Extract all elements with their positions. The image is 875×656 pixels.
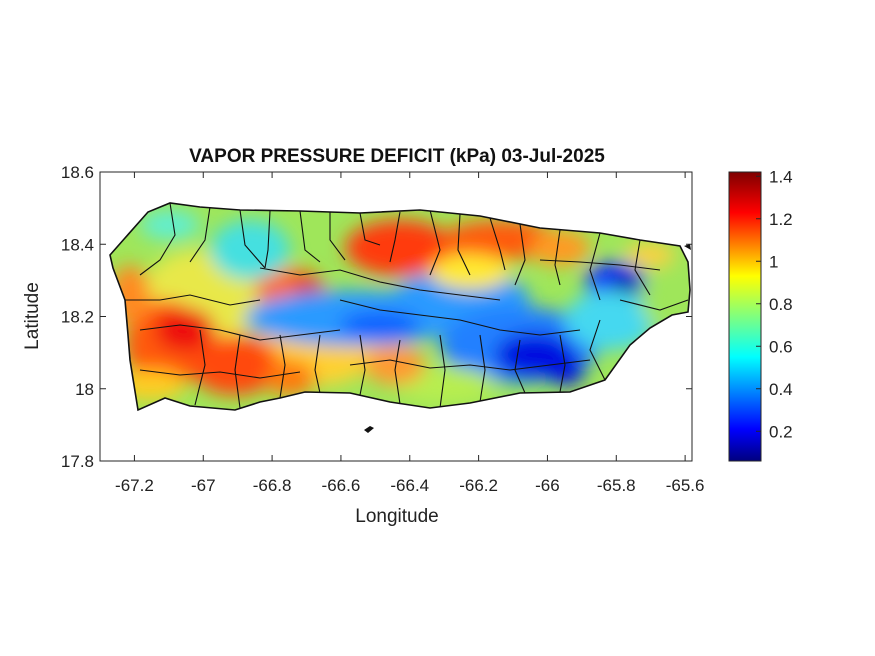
colorbar-tick-label: 1 bbox=[769, 252, 778, 271]
x-tick-label: -65.8 bbox=[597, 476, 636, 495]
colorbar-tick-label: 0.6 bbox=[769, 337, 793, 356]
colorbar-tick-label: 0.2 bbox=[769, 422, 793, 441]
island-caja-de-muertos bbox=[364, 426, 374, 433]
colorbar-tick-label: 1.2 bbox=[769, 210, 793, 229]
y-tick-label: 18 bbox=[75, 380, 94, 399]
y-tick-label: 18.4 bbox=[61, 235, 94, 254]
x-tick-label: -65.6 bbox=[666, 476, 705, 495]
y-axis: 18.6 18.4 18.2 18 17.8 bbox=[61, 163, 692, 471]
x-axis: -67.2 -67 -66.8 -66.6 -66.4 -66.2 -66 -65.8 -65.… bbox=[115, 172, 704, 495]
y-axis-label: Latitude bbox=[22, 282, 43, 350]
colorbar-ticks: 1.4 1.2 1 0.8 0.6 0.4 0.2 bbox=[756, 167, 793, 441]
colorbar-tick-label: 0.8 bbox=[769, 295, 793, 314]
x-tick-label: -66.2 bbox=[459, 476, 498, 495]
island-east-cays bbox=[684, 244, 691, 250]
x-tick-label: -67 bbox=[191, 476, 216, 495]
coastline bbox=[109, 202, 691, 412]
x-tick-label: -66 bbox=[535, 476, 560, 495]
x-tick-label: -66.4 bbox=[390, 476, 429, 495]
x-tick-label: -66.8 bbox=[253, 476, 292, 495]
y-tick-label: 17.8 bbox=[61, 452, 94, 471]
municipal-boundaries bbox=[120, 203, 689, 409]
chart-title: VAPOR PRESSURE DEFICIT (kPa) 03-Jul-2025 bbox=[189, 146, 605, 167]
colorbar bbox=[728, 171, 762, 462]
y-tick-label: 18.6 bbox=[61, 163, 94, 182]
x-tick-label: -67.2 bbox=[115, 476, 154, 495]
colorbar-tick-label: 0.4 bbox=[769, 380, 793, 399]
x-tick-label: -66.6 bbox=[322, 476, 361, 495]
colorbar-tick-label: 1.4 bbox=[769, 167, 793, 186]
y-tick-label: 18.2 bbox=[61, 308, 94, 327]
x-axis-label: Longitude bbox=[355, 506, 438, 527]
